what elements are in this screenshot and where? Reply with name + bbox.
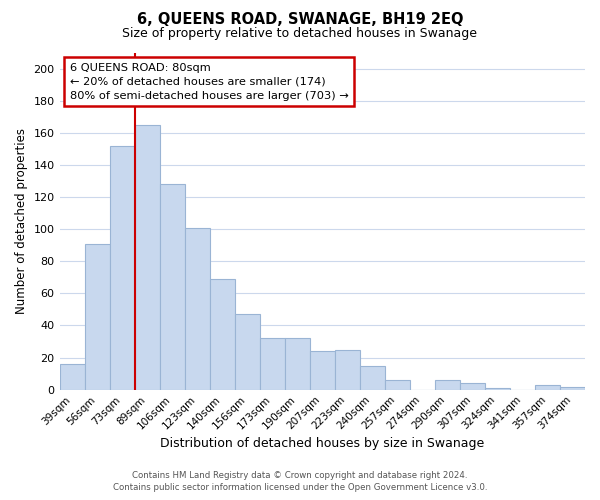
Bar — [310, 351, 335, 390]
X-axis label: Distribution of detached houses by size in Swanage: Distribution of detached houses by size … — [160, 437, 484, 450]
Bar — [160, 184, 185, 390]
Text: Contains HM Land Registry data © Crown copyright and database right 2024.
Contai: Contains HM Land Registry data © Crown c… — [113, 471, 487, 492]
Bar — [385, 380, 410, 390]
Bar — [360, 366, 385, 390]
Bar — [460, 384, 485, 390]
Bar — [110, 146, 134, 390]
Bar — [260, 338, 285, 390]
Bar — [535, 385, 560, 390]
Bar — [285, 338, 310, 390]
Bar — [485, 388, 510, 390]
Bar — [335, 350, 360, 390]
Text: Size of property relative to detached houses in Swanage: Size of property relative to detached ho… — [122, 28, 478, 40]
Bar — [85, 244, 110, 390]
Bar — [134, 125, 160, 390]
Bar — [560, 386, 585, 390]
Bar — [59, 364, 85, 390]
Bar — [209, 279, 235, 390]
Bar — [185, 228, 209, 390]
Text: 6 QUEENS ROAD: 80sqm
← 20% of detached houses are smaller (174)
80% of semi-deta: 6 QUEENS ROAD: 80sqm ← 20% of detached h… — [70, 62, 349, 100]
Y-axis label: Number of detached properties: Number of detached properties — [15, 128, 28, 314]
Bar — [235, 314, 260, 390]
Text: 6, QUEENS ROAD, SWANAGE, BH19 2EQ: 6, QUEENS ROAD, SWANAGE, BH19 2EQ — [137, 12, 463, 28]
Bar — [435, 380, 460, 390]
